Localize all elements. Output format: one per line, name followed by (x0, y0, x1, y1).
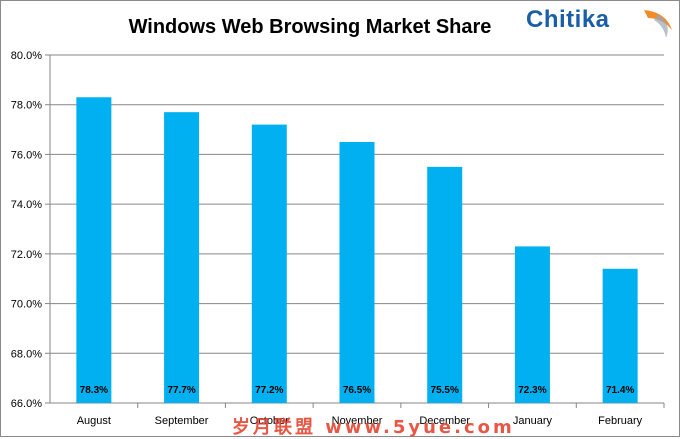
x-tick-label: December (419, 415, 470, 427)
y-tick-label: 80.0% (11, 50, 42, 62)
y-tick-label: 74.0% (11, 199, 42, 211)
data-label: 72.3% (518, 385, 546, 396)
y-tick-label: 76.0% (11, 149, 42, 161)
bar (427, 166, 463, 403)
x-axis-ticks: August September October November December Ja… (77, 415, 643, 427)
x-tick-label: January (513, 415, 553, 427)
x-tick-label: October (250, 415, 289, 427)
bar (514, 246, 550, 403)
y-tick-label: 78.0% (11, 100, 42, 112)
chitika-logo: Chitika (526, 4, 676, 44)
bars (76, 97, 638, 404)
data-label: 75.5% (431, 385, 459, 396)
data-label: 77.2% (255, 385, 283, 396)
watermark: 岁月联盟 www.5yue.com (232, 417, 515, 438)
bar (251, 124, 287, 403)
logo-text: Chitika (526, 6, 610, 33)
x-tick-label: February (598, 415, 643, 427)
y-tick-label: 68.0% (11, 348, 42, 360)
bar (602, 268, 638, 403)
y-axis-ticks: 66.0% 68.0% 70.0% 72.0% 74.0% 76.0% 78.0% 80.0% (11, 50, 42, 410)
data-label: 76.5% (343, 385, 371, 396)
data-label: 77.7% (167, 385, 195, 396)
data-label: 78.3% (80, 385, 108, 396)
x-tick-label: September (155, 415, 209, 427)
x-tick-label: August (77, 415, 111, 427)
y-tick-label: 72.0% (11, 249, 42, 261)
x-tick-label: November (332, 415, 383, 427)
bar (339, 142, 375, 403)
bar (164, 112, 200, 404)
data-labels: 78.3% 77.7% 77.2% 76.5% 75.5% 72.3% 71.4% (80, 385, 635, 396)
y-tick-label: 70.0% (11, 299, 42, 311)
data-label: 71.4% (606, 385, 634, 396)
bar (76, 97, 112, 403)
logo-swoosh-icon (644, 10, 672, 38)
y-tick-label: 66.0% (11, 398, 42, 410)
chart-title: Windows Web Browsing Market Share (128, 16, 492, 38)
